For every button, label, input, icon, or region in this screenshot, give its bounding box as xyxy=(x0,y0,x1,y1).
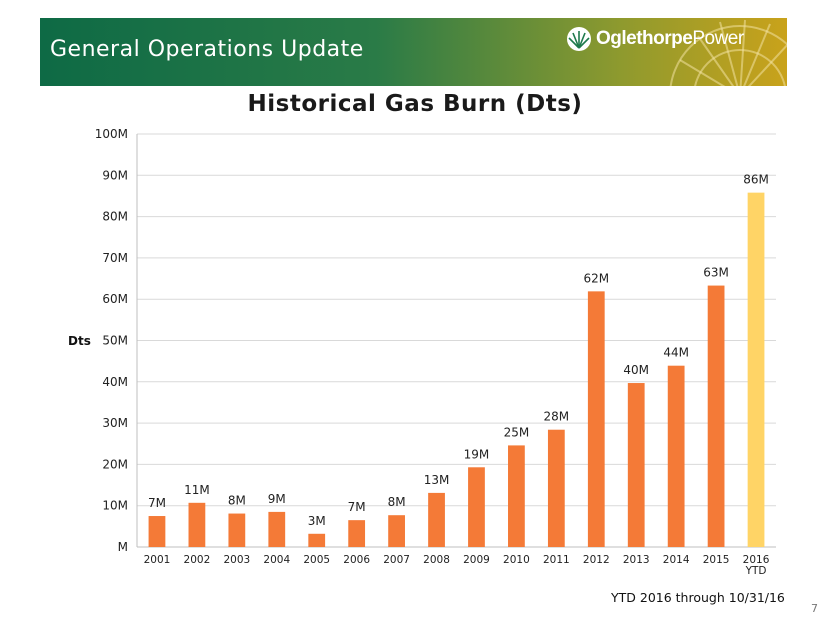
x-tick-label: YTD xyxy=(745,565,767,577)
x-tick-label: 2012 xyxy=(583,554,610,566)
y-tick-label: 100M xyxy=(95,127,128,141)
logo-sun-icon xyxy=(567,27,591,51)
x-tick-label: 2016 xyxy=(743,554,770,566)
data-label: 86M xyxy=(743,173,769,187)
x-tick-label: 2002 xyxy=(184,554,211,566)
bar xyxy=(268,511,286,547)
x-tick-label: 2009 xyxy=(463,554,490,566)
bar xyxy=(228,513,246,547)
x-axis-ticks: 2001 2002 2003 2004 2005 2006 2007 2008 2009 2010… xyxy=(144,554,770,577)
x-tick-label: 2004 xyxy=(263,554,290,566)
logo: OglethorpePower xyxy=(566,24,744,54)
x-tick-label: 2010 xyxy=(503,554,530,566)
data-label: 13M xyxy=(424,473,450,487)
chart-title: Historical Gas Burn (Dts) xyxy=(247,91,583,117)
bar xyxy=(188,502,206,547)
y-tick-label: M xyxy=(118,540,128,554)
x-tick-label: 2006 xyxy=(343,554,370,566)
x-tick-label: 2001 xyxy=(144,554,171,566)
footnote: YTD 2016 through 10/31/16 xyxy=(611,590,785,605)
bars xyxy=(148,192,765,547)
y-axis-ticks: M 10M 20M 30M 40M 50M 60M 70M 80M 90M 100M xyxy=(95,127,128,554)
bar xyxy=(148,516,166,547)
data-label: 3M xyxy=(308,514,326,528)
y-tick-label: 50M xyxy=(102,334,128,348)
header-banner: General Operations Update OglethorpePo xyxy=(40,18,787,86)
bar xyxy=(348,520,366,547)
bar xyxy=(747,192,765,547)
logo-text-thin: Power xyxy=(692,28,744,49)
x-tick-label: 2003 xyxy=(223,554,250,566)
x-tick-label: 2014 xyxy=(663,554,690,566)
data-label: 28M xyxy=(544,410,570,424)
x-tick-label: 2007 xyxy=(383,554,410,566)
logo-text-bold: Oglethorpe xyxy=(596,28,693,49)
bar xyxy=(508,445,525,547)
data-label: 9M xyxy=(268,492,286,506)
data-label: 8M xyxy=(228,494,246,508)
bar xyxy=(547,429,565,547)
sunburst-decoration xyxy=(669,19,787,86)
bar xyxy=(707,285,725,547)
data-label: 7M xyxy=(148,496,166,510)
x-tick-label: 2015 xyxy=(703,554,730,566)
x-tick-label: 2008 xyxy=(423,554,450,566)
data-label: 19M xyxy=(464,447,490,461)
y-tick-label: 60M xyxy=(102,292,128,306)
y-tick-label: 70M xyxy=(102,251,128,265)
x-tick-label: 2005 xyxy=(303,554,330,566)
logo-text: OglethorpePower xyxy=(596,28,744,50)
bar xyxy=(667,365,685,547)
data-label: 40M xyxy=(623,363,649,377)
data-label: 63M xyxy=(703,266,729,280)
y-tick-label: 90M xyxy=(102,168,128,182)
bar xyxy=(627,383,645,547)
bar xyxy=(587,291,605,547)
y-tick-label: 30M xyxy=(102,416,128,430)
page-title: General Operations Update xyxy=(50,37,364,62)
x-tick-label: 2013 xyxy=(623,554,650,566)
data-label: 44M xyxy=(663,346,689,360)
x-tick-label: 2011 xyxy=(543,554,570,566)
y-tick-label: 80M xyxy=(102,210,128,224)
y-tick-label: 40M xyxy=(102,375,128,389)
bar xyxy=(468,467,485,547)
bar xyxy=(388,515,405,547)
page-number: 7 xyxy=(811,602,818,615)
y-tick-label: 10M xyxy=(102,499,128,513)
data-labels: 7M 11M 8M 9M 3M 7M 8M 13M 19M 25M 28M 62M 40M 44M 63M 8… xyxy=(148,173,769,528)
y-axis-label: Dts xyxy=(68,334,91,348)
bar xyxy=(308,533,326,547)
bar xyxy=(428,492,445,547)
data-label: 8M xyxy=(388,495,406,509)
data-label: 25M xyxy=(504,425,530,439)
y-tick-label: 20M xyxy=(102,457,128,471)
data-label: 7M xyxy=(348,500,366,514)
data-label: 11M xyxy=(184,483,210,497)
data-label: 62M xyxy=(583,271,609,285)
